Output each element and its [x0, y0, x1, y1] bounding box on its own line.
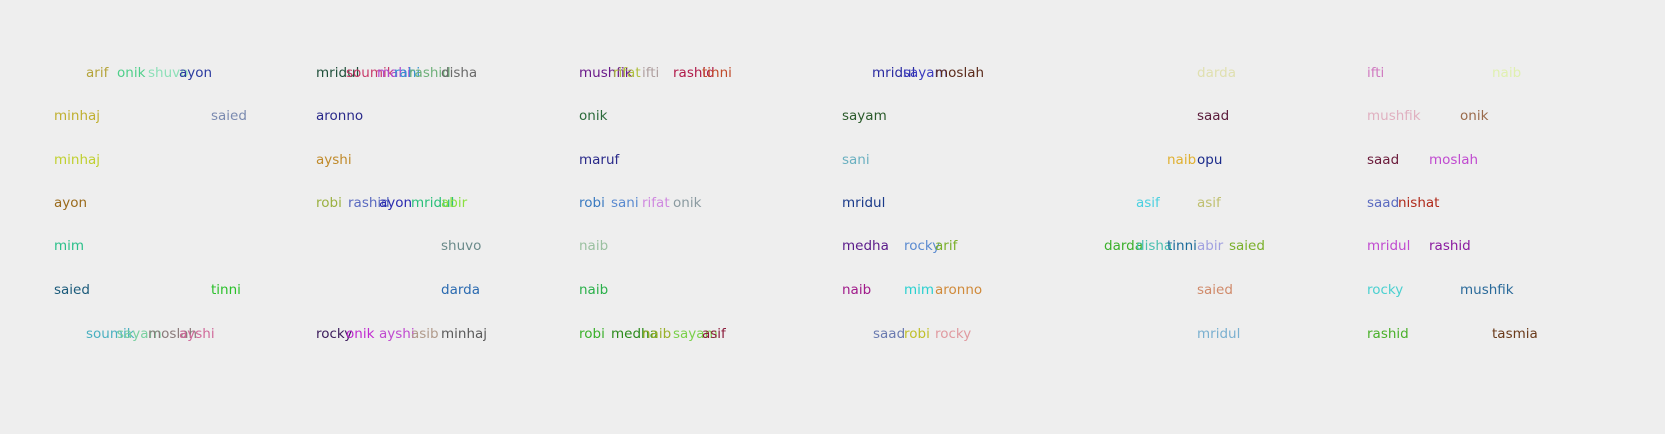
name-label: aronno — [316, 108, 364, 124]
name-label: sani — [842, 152, 870, 168]
name-label: rocky — [316, 326, 353, 342]
name-label: sayam — [673, 326, 718, 342]
name-label: ifti — [642, 65, 660, 81]
name-label: minhaj — [441, 326, 488, 342]
name-label: minhaj — [54, 152, 101, 168]
name-label: medha — [611, 326, 658, 342]
name-label: rocky — [904, 238, 941, 254]
name-label: naib — [642, 326, 672, 342]
name-label: mridul — [316, 65, 360, 81]
name-label: saad — [1367, 195, 1400, 211]
name-label: rahi — [394, 65, 421, 81]
name-label: sayam — [842, 108, 887, 124]
name-label: disha — [441, 65, 478, 81]
name-label: onik — [346, 326, 375, 342]
name-label: nishat — [1398, 195, 1440, 211]
name-label: shuvo — [148, 65, 189, 81]
name-label: arif — [935, 238, 958, 254]
name-label: minhaj — [54, 108, 101, 124]
name-label: naib — [579, 282, 609, 298]
name-label: shuvo — [441, 238, 482, 254]
name-label: rashid — [409, 65, 451, 81]
name-label: onik — [1460, 108, 1489, 124]
name-label: asif — [1197, 195, 1221, 211]
name-label: mridul — [411, 195, 455, 211]
name-label: asif — [1136, 195, 1160, 211]
name-label: moslah — [1429, 152, 1479, 168]
name-label: rocky — [935, 326, 972, 342]
name-label: moslah — [148, 326, 198, 342]
name-label: ifti — [1367, 65, 1385, 81]
name-label: robi — [579, 326, 605, 342]
name-label: mushfik — [1367, 108, 1421, 124]
name-label: asib — [411, 326, 439, 342]
name-label: tinni — [211, 282, 241, 298]
name-label: opu — [1197, 152, 1223, 168]
name-label: saied — [1197, 282, 1233, 298]
name-label: soumik — [346, 65, 395, 81]
name-label: saied — [1229, 238, 1265, 254]
name-label: mridul — [1197, 326, 1241, 342]
name-label: onik — [579, 108, 608, 124]
name-label: sani — [611, 195, 639, 211]
name-label: mushfik — [579, 65, 633, 81]
name-label: robi — [579, 195, 605, 211]
name-label: ayon — [379, 195, 413, 211]
name-label: mridul — [1367, 238, 1411, 254]
name-label: naib — [1492, 65, 1522, 81]
name-label: abir — [441, 195, 468, 211]
name-label: saied — [54, 282, 90, 298]
name-label: naib — [579, 238, 609, 254]
name-label: aronno — [935, 282, 983, 298]
name-label: saad — [1367, 152, 1400, 168]
name-label: moslah — [935, 65, 985, 81]
name-label: tinni — [702, 65, 732, 81]
name-label: ayon — [54, 195, 88, 211]
name-label: medha — [842, 238, 889, 254]
name-label: darda — [1197, 65, 1236, 81]
name-label: rocky — [1367, 282, 1404, 298]
name-label: robi — [904, 326, 930, 342]
name-label: disha — [1136, 238, 1173, 254]
name-label: arif — [86, 65, 109, 81]
name-label: rashid — [348, 195, 390, 211]
name-label: mridul — [872, 65, 916, 81]
name-label: saad — [1197, 108, 1230, 124]
name-label: ayshi — [316, 152, 352, 168]
name-label: asif — [702, 326, 726, 342]
name-label: rashid — [1429, 238, 1471, 254]
name-label: darda — [441, 282, 480, 298]
name-label: naib — [1167, 152, 1197, 168]
name-label: mahi — [377, 65, 411, 81]
name-label: rashid — [1367, 326, 1409, 342]
name-label: saad — [873, 326, 906, 342]
name-label: darda — [1104, 238, 1143, 254]
name-label: ayshi — [379, 326, 415, 342]
name-label: soumik — [86, 326, 135, 342]
name-label: rifat — [613, 65, 641, 81]
name-label: saied — [211, 108, 247, 124]
name-label: rifat — [642, 195, 670, 211]
name-label: tinni — [1167, 238, 1197, 254]
name-label: mim — [54, 238, 85, 254]
name-label: robi — [316, 195, 342, 211]
name-label: abir — [1197, 238, 1224, 254]
name-label: rashid — [673, 65, 715, 81]
name-label: ayon — [179, 65, 213, 81]
name-label: ayshi — [179, 326, 215, 342]
name-label: naib — [842, 282, 872, 298]
name-label: mushfik — [1460, 282, 1514, 298]
name-label: onik — [673, 195, 702, 211]
name-label: mim — [904, 282, 935, 298]
name-label: sayam — [117, 326, 162, 342]
name-label: maruf — [579, 152, 620, 168]
name-label: onik — [117, 65, 146, 81]
name-label: sayam — [903, 65, 948, 81]
name-label: mridul — [842, 195, 886, 211]
name-label: tasmia — [1492, 326, 1538, 342]
